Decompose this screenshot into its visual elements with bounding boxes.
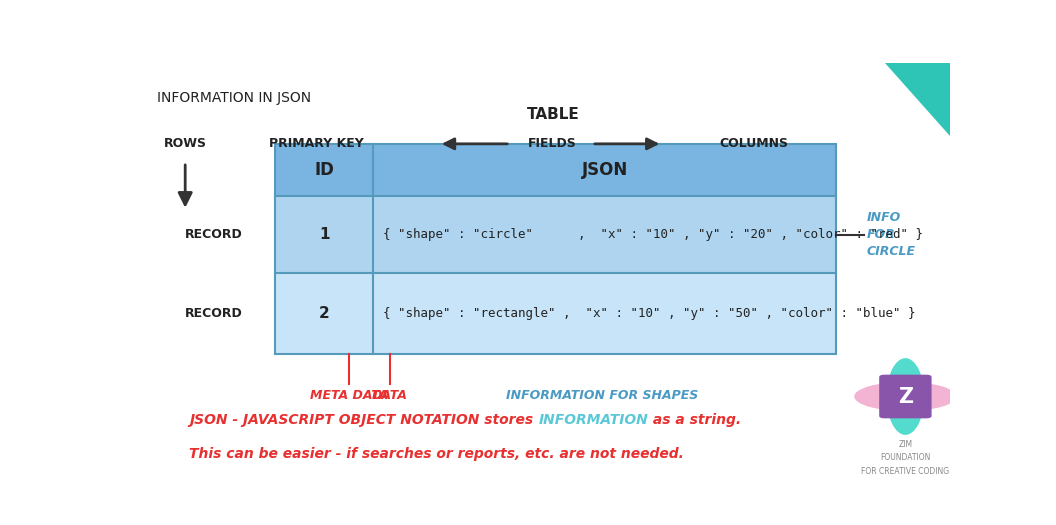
Text: INFORMATION IN JSON: INFORMATION IN JSON — [156, 91, 310, 106]
Text: 1: 1 — [319, 227, 329, 243]
Text: INFORMATION: INFORMATION — [539, 413, 648, 427]
Text: PRIMARY KEY: PRIMARY KEY — [269, 138, 363, 150]
Text: FIELDS: FIELDS — [527, 138, 577, 150]
Text: { "shape" : "circle"      ,  "x" : "10" , "y" : "20" , "color" : "red" }: { "shape" : "circle" , "x" : "10" , "y" … — [383, 228, 923, 242]
Text: TABLE: TABLE — [527, 108, 580, 122]
Text: COLUMNS: COLUMNS — [719, 138, 789, 150]
Text: 2: 2 — [319, 306, 329, 321]
Text: INFO
FOR
CIRCLE: INFO FOR CIRCLE — [867, 211, 916, 258]
Text: ROWS: ROWS — [164, 138, 207, 150]
Bar — [276, 273, 836, 354]
Ellipse shape — [854, 382, 957, 411]
Text: as a string.: as a string. — [648, 413, 741, 427]
Bar — [276, 144, 836, 354]
FancyBboxPatch shape — [880, 375, 931, 418]
Text: ID: ID — [315, 161, 335, 179]
Text: ZIM
FOUNDATION
FOR CREATIVE CODING: ZIM FOUNDATION FOR CREATIVE CODING — [862, 440, 949, 476]
Ellipse shape — [887, 358, 924, 435]
Text: RECORD: RECORD — [185, 307, 243, 320]
Bar — [276, 196, 836, 273]
Text: META DATA: META DATA — [309, 389, 388, 402]
Polygon shape — [885, 63, 950, 136]
Bar — [276, 144, 836, 196]
Text: Z: Z — [898, 386, 913, 406]
Text: RECORD: RECORD — [185, 228, 243, 242]
Text: INFORMATION FOR SHAPES: INFORMATION FOR SHAPES — [507, 389, 699, 402]
Text: JSON - JAVASCRIPT OBJECT NOTATION stores: JSON - JAVASCRIPT OBJECT NOTATION stores — [189, 413, 539, 427]
Text: { "shape" : "rectangle" ,  "x" : "10" , "y" : "50" , "color" : "blue" }: { "shape" : "rectangle" , "x" : "10" , "… — [383, 307, 916, 320]
Text: This can be easier - if searches or reports, etc. are not needed.: This can be easier - if searches or repo… — [189, 447, 684, 461]
Text: DATA: DATA — [372, 389, 408, 402]
Text: JSON: JSON — [582, 161, 627, 179]
